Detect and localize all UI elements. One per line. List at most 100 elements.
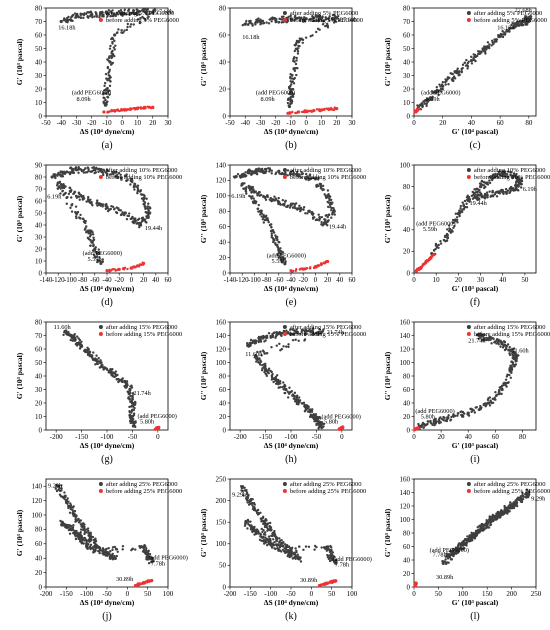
data-point-after [418,104,421,107]
data-point-after [70,171,73,174]
y-tick-label: 60 [35,540,43,548]
data-point-after [276,546,279,550]
series-after [54,483,155,565]
data-point-after [54,173,57,176]
data-point-after [105,87,109,91]
data-point-after [146,558,149,561]
data-point-after [88,540,91,544]
data-point-after [129,217,132,221]
data-point-after [103,103,108,107]
data-point-after [130,405,133,408]
x-tick-label: 80 [525,119,533,127]
annotation: (add PEG6000) [421,89,460,96]
data-point-after [147,549,150,553]
data-point-after [256,170,260,173]
data-point-after [422,100,425,103]
y-axis-label: G' (10³ pascal) [15,195,24,242]
data-point-after [477,408,481,411]
data-point-before [304,109,308,113]
data-point-after [112,46,116,49]
data-point-after [89,532,92,536]
data-point-after [460,548,463,551]
legend-marker [466,18,471,22]
data-point-after [298,204,301,208]
x-tick-label: 60 [349,276,357,284]
data-point-after [313,177,317,181]
data-point-after [130,409,134,412]
annotation: 6.19h [523,186,538,193]
data-point-after [108,47,112,50]
x-tick-label: 50 [328,590,336,598]
data-point-after [280,15,284,19]
data-point-after [256,511,261,516]
data-point-after [257,203,260,207]
data-point-after [476,54,479,58]
data-point-after [99,204,102,207]
data-point-after [131,215,134,219]
series-before [317,579,338,588]
y-tick-label: 100 [216,192,227,200]
series-before [414,253,436,273]
data-point-after [72,524,75,527]
data-point-after [330,209,333,212]
data-point-after [89,535,93,539]
data-point-after [509,501,512,504]
x-tick-label: 40 [465,433,473,441]
data-point-after [313,544,317,548]
data-point-after [438,83,441,86]
data-point-after [106,172,109,175]
data-point-after [71,528,75,531]
data-point-after [111,42,114,45]
data-point-after [270,546,274,549]
annotation: (add PEG6000) [322,414,361,421]
data-point-after [249,172,252,175]
y-tick-label: 0 [39,426,43,434]
data-point-after [93,168,97,172]
data-point-after [311,333,314,336]
data-point-after [498,190,502,193]
data-point-after [142,17,145,20]
data-point-after [264,519,267,522]
data-point-after [473,58,476,62]
data-point-after [331,13,335,17]
data-point-after [106,100,109,103]
data-point-before [120,108,124,112]
data-point-before [418,268,421,272]
data-point-after [89,543,93,547]
y-tick-label: 0 [407,269,411,277]
data-point-after [286,396,290,399]
data-point-after [465,206,469,209]
annotation: 5.59h [271,258,286,265]
data-point-after [503,172,507,175]
data-point-after [319,330,324,334]
data-point-after [234,174,238,179]
data-point-after [298,173,301,176]
panel-label: (c) [469,140,480,151]
data-point-after [56,484,60,488]
data-point-after [95,12,98,16]
data-point-after [291,73,294,77]
data-point-after [102,93,105,96]
data-point-after [510,23,513,27]
data-point-after [273,533,277,537]
data-point-after [510,171,513,174]
data-point-after [290,546,294,550]
data-point-after [66,18,69,22]
x-axis-label: ΔS (10⁴ dyne/cm) [264,441,319,450]
data-point-before [139,106,142,109]
data-point-before [317,108,321,111]
data-point-after [449,72,452,75]
data-point-after [431,423,434,427]
data-point-after [327,213,331,216]
data-point-before [105,269,109,273]
x-tick-label: -120 [52,276,65,284]
x-tick-label: -150 [60,590,73,598]
data-point-before [150,578,154,583]
data-point-after [295,170,299,174]
data-point-after [154,9,157,12]
data-point-after [247,184,250,188]
series-after [240,484,338,565]
data-point-after [81,541,84,545]
data-point-before [110,268,114,271]
x-tick-label: 0 [156,433,160,441]
